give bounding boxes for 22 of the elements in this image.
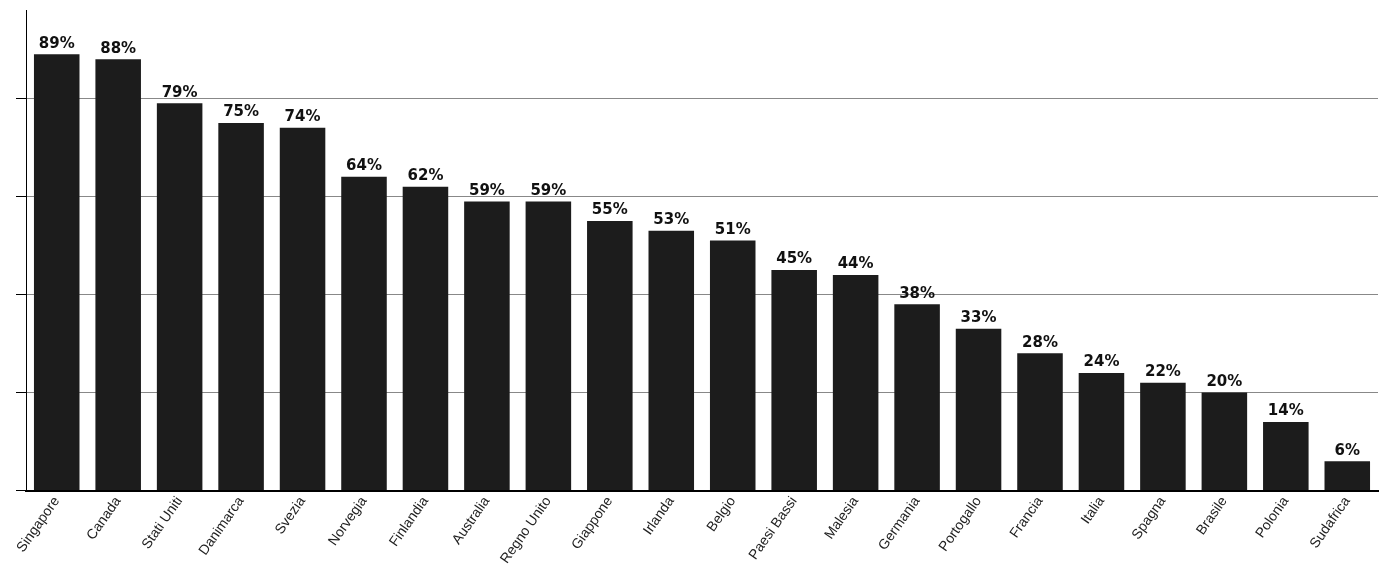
data-label: 6% [1334, 440, 1361, 459]
data-label: 14% [1267, 401, 1304, 420]
data-label: 79% [161, 82, 198, 101]
data-label: 24% [1083, 352, 1120, 371]
data-label: 38% [899, 283, 936, 302]
data-label: 75% [223, 102, 260, 121]
data-label: 20% [1206, 371, 1243, 390]
data-label: 74% [284, 107, 321, 126]
data-label: 62% [407, 166, 444, 185]
data-label: 64% [346, 156, 382, 175]
data-label: 28% [1022, 332, 1058, 351]
data-label: 59% [530, 180, 567, 199]
data-label: 22% [1144, 362, 1181, 381]
data-label: 55% [591, 200, 628, 219]
data-label: 89% [38, 33, 75, 52]
data-label: 33% [960, 308, 997, 327]
data-label: 88% [100, 38, 137, 57]
data-label: 51% [714, 219, 751, 238]
data-label: 45% [776, 249, 813, 268]
data-label: 53% [653, 210, 690, 229]
data-label: 59% [468, 180, 505, 199]
data-label: 44% [837, 254, 874, 273]
